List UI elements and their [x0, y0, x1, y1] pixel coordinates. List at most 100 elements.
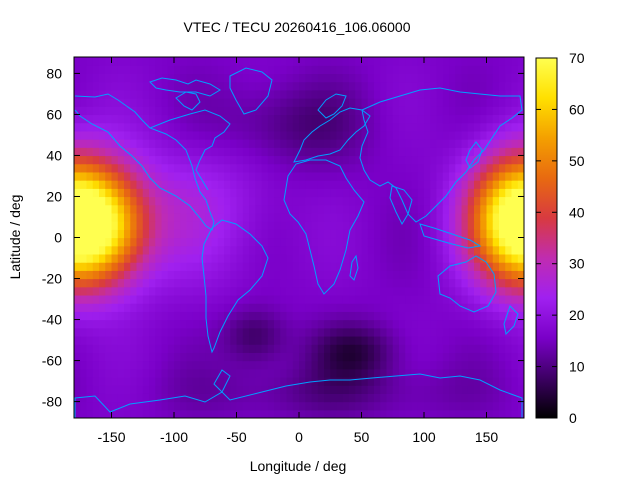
heatmap-cell	[405, 327, 413, 337]
heatmap-cell	[224, 212, 231, 222]
heatmap-cell	[199, 196, 206, 206]
heatmap-cell	[92, 286, 100, 296]
heatmap-cell	[280, 270, 288, 280]
heatmap-cell	[467, 139, 475, 148]
heatmap-cell	[224, 147, 231, 157]
heatmap-cell	[386, 385, 394, 394]
heatmap-cell	[105, 352, 113, 362]
heatmap-cell	[211, 393, 219, 403]
heatmap-cell	[336, 89, 344, 99]
heatmap-cell	[349, 393, 356, 403]
heatmap-cell	[461, 147, 469, 157]
heatmap-cell	[361, 368, 369, 378]
heatmap-cell	[274, 73, 281, 83]
heatmap-cell	[167, 311, 175, 321]
heatmap-cell	[455, 352, 463, 362]
heatmap-cell	[361, 204, 369, 214]
heatmap-cell	[380, 303, 388, 312]
heatmap-cell	[80, 360, 88, 370]
heatmap-cell	[349, 335, 356, 345]
heatmap-cell	[180, 303, 188, 312]
heatmap-cell	[124, 262, 131, 271]
heatmap-cell	[292, 188, 300, 198]
heatmap-cell	[249, 327, 256, 337]
heatmap-cell	[92, 106, 100, 116]
heatmap-cell	[149, 65, 156, 74]
heatmap-cell	[130, 286, 138, 296]
heatmap-cell	[449, 73, 456, 83]
heatmap-cell	[267, 106, 275, 116]
heatmap-cell	[517, 286, 524, 296]
heatmap-cell	[511, 171, 519, 181]
heatmap-cell	[492, 81, 500, 91]
heatmap-cell	[242, 221, 250, 230]
heatmap-cell	[299, 114, 306, 124]
heatmap-cell	[361, 122, 369, 132]
heatmap-cell	[305, 262, 313, 271]
heatmap-cell	[311, 237, 319, 247]
heatmap-cell	[355, 188, 363, 198]
heatmap-cell	[355, 196, 363, 206]
heatmap-cell	[436, 130, 444, 140]
heatmap-cell	[267, 376, 275, 386]
heatmap-cell	[292, 278, 300, 288]
heatmap-cell	[217, 204, 225, 214]
heatmap-cell	[330, 385, 338, 394]
heatmap-cell	[386, 303, 394, 312]
heatmap-cell	[411, 147, 419, 157]
heatmap-cell	[361, 344, 369, 353]
heatmap-cell	[349, 368, 356, 378]
heatmap-cell	[230, 180, 238, 189]
heatmap-cell	[374, 409, 381, 418]
heatmap-cell	[317, 163, 325, 173]
heatmap-cell	[311, 163, 319, 173]
heatmap-cell	[267, 245, 275, 255]
heatmap-cell	[430, 352, 438, 362]
heatmap-cell	[217, 114, 225, 124]
heatmap-cell	[399, 344, 406, 353]
heatmap-cell	[467, 237, 475, 247]
heatmap-cell	[449, 335, 456, 345]
heatmap-cell	[155, 229, 163, 239]
heatmap-cell	[324, 253, 331, 263]
heatmap-cell	[349, 204, 356, 214]
heatmap-cell	[299, 294, 306, 304]
heatmap-cell	[517, 278, 524, 288]
heatmap-cell	[436, 204, 444, 214]
heatmap-cell	[399, 229, 406, 239]
heatmap-cell	[242, 229, 250, 239]
heatmap-cell	[92, 81, 100, 91]
heatmap-cell	[111, 229, 119, 239]
heatmap-cell	[424, 311, 431, 321]
heatmap-cell	[261, 376, 269, 386]
heatmap-cell	[492, 393, 500, 403]
heatmap-cell	[99, 385, 106, 394]
heatmap-cell	[324, 65, 331, 74]
heatmap-cell	[455, 319, 463, 329]
heatmap-cell	[86, 237, 94, 247]
heatmap-cell	[505, 262, 513, 271]
heatmap-cell	[330, 171, 338, 181]
heatmap-cell	[449, 409, 456, 418]
heatmap-cell	[149, 376, 156, 386]
heatmap-cell	[261, 344, 269, 353]
heatmap-cell	[136, 98, 144, 107]
heatmap-cell	[280, 196, 288, 206]
heatmap-cell	[142, 385, 150, 394]
heatmap-cell	[111, 221, 119, 230]
heatmap-cell	[411, 196, 419, 206]
heatmap-cell	[399, 139, 406, 148]
heatmap-cell	[180, 278, 188, 288]
heatmap-cell	[86, 319, 94, 329]
heatmap-cell	[417, 393, 425, 403]
heatmap-cell	[155, 401, 163, 411]
heatmap-cell	[124, 130, 131, 140]
heatmap-cell	[142, 278, 150, 288]
heatmap-cell	[336, 376, 344, 386]
heatmap-cell	[386, 409, 394, 418]
heatmap-cell	[211, 130, 219, 140]
heatmap-cell	[386, 98, 394, 107]
heatmap-cell	[361, 65, 369, 74]
heatmap-cell	[411, 303, 419, 312]
heatmap-cell	[211, 106, 219, 116]
